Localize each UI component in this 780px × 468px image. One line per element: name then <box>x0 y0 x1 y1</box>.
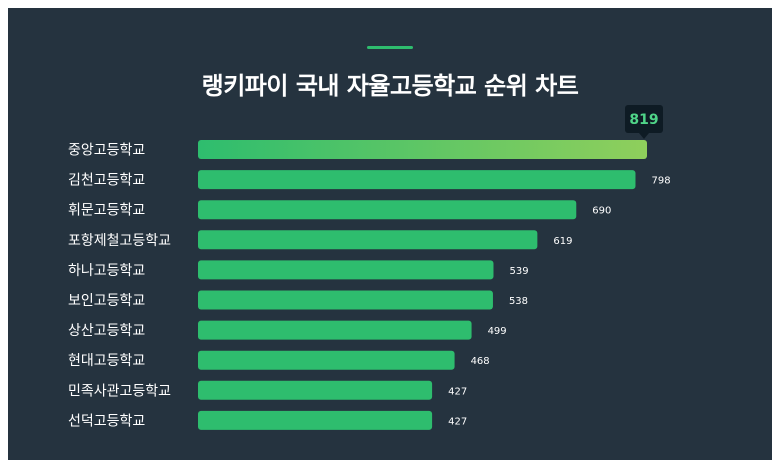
value-label: 538 <box>509 296 528 307</box>
bar <box>198 320 472 340</box>
bar <box>198 230 538 250</box>
top-value-tooltip: 819 <box>625 105 663 139</box>
bar <box>198 290 493 310</box>
bar <box>198 260 494 280</box>
category-label: 선덕고등학교 <box>68 413 145 429</box>
category-label: 중앙고등학교 <box>68 143 145 159</box>
category-label: 포항제철고등학교 <box>68 233 171 249</box>
value-label: 690 <box>592 206 611 217</box>
value-label: 539 <box>509 266 528 277</box>
category-label: 휘문고등학교 <box>68 203 145 219</box>
value-label: 427 <box>448 416 467 427</box>
bar <box>198 350 455 370</box>
category-label: 김천고등학교 <box>68 173 145 189</box>
value-label: 499 <box>488 326 507 337</box>
category-label: 하나고등학교 <box>68 263 145 279</box>
top-value-label: 819 <box>629 112 658 128</box>
bar <box>198 410 433 430</box>
value-label: 427 <box>448 386 467 397</box>
bar <box>198 140 647 159</box>
chart-title: 랭키파이 국내 자율고등학교 순위 차트 <box>201 72 579 100</box>
category-label: 현대고등학교 <box>68 353 145 369</box>
category-label: 상산고등학교 <box>68 323 145 339</box>
tooltip-pointer <box>639 133 649 139</box>
title-accent-line <box>367 46 413 49</box>
value-label: 468 <box>471 356 490 367</box>
bar <box>198 170 636 190</box>
bar <box>198 380 433 400</box>
bar <box>198 200 577 220</box>
bars-group: 중앙고등학교 819 김천고등학교 798 휘문고등학교 690 포항제철고등학교 619 하나… <box>68 105 671 430</box>
tooltip-box <box>625 105 663 133</box>
category-label: 민족사관고등학교 <box>68 383 171 399</box>
value-label: 798 <box>651 176 670 187</box>
category-label: 보인고등학교 <box>68 293 145 309</box>
value-label: 619 <box>553 236 572 247</box>
